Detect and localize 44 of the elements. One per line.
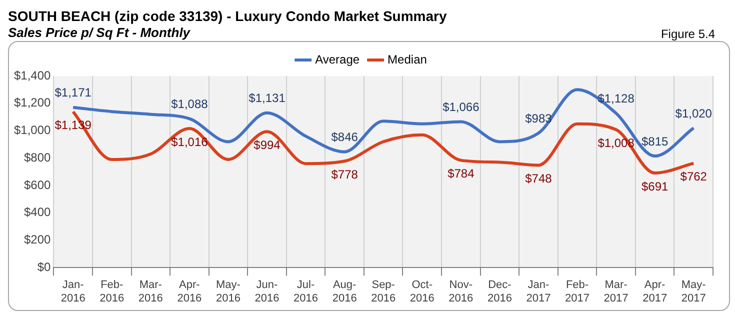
y-tick-label: $1,200 [14, 96, 52, 110]
data-label: $1,171 [54, 86, 92, 100]
y-tick-label: $400 [24, 205, 52, 220]
y-tick-label: $800 [24, 150, 52, 164]
x-tick-label: Sep-2016 [371, 279, 396, 304]
data-label: $1,066 [442, 100, 480, 114]
data-label: $1,088 [171, 97, 208, 112]
y-tick-label: $600 [24, 178, 52, 192]
x-tick-label: Aug-2016 [332, 279, 357, 304]
data-label: $846 [331, 130, 358, 144]
x-tick-label: Jan-2017 [526, 279, 551, 304]
legend-label: Median [388, 52, 427, 66]
legend-label: Average [315, 52, 360, 66]
x-tick-label: Mar-2017 [604, 279, 628, 304]
x-tick-label: Oct-2016 [410, 279, 434, 304]
y-tick-label: $0 [37, 260, 52, 274]
data-label: $1,016 [171, 134, 208, 149]
x-tick-label: Apr-2016 [177, 279, 202, 304]
x-tick-label: Nov-2016 [448, 279, 474, 304]
x-tick-label: Jul-2016 [294, 279, 318, 304]
x-tick-label: Jun-2016 [254, 279, 280, 304]
x-tick-label: Apr-2017 [642, 279, 668, 304]
y-tick-label: $1,400 [14, 68, 52, 82]
x-tick-label: May-2016 [216, 279, 241, 304]
data-label: $994 [254, 138, 281, 152]
x-tick-label: Feb-2016 [100, 279, 124, 304]
data-label: $762 [680, 170, 708, 184]
x-tick-label: Jan-2016 [60, 279, 86, 304]
x-tick-label: Dec-2016 [487, 279, 512, 304]
data-label: $784 [448, 166, 475, 181]
y-tick-label: $200 [24, 232, 52, 247]
data-label: $691 [641, 179, 668, 194]
x-tick-label: Mar-2016 [138, 279, 163, 304]
chart-subtitle: Sales Price p/ Sq Ft - Monthly [8, 25, 190, 41]
y-tick-label: $1,000 [14, 123, 52, 138]
data-label: $815 [641, 134, 668, 148]
x-tick-label: May-2017 [681, 279, 706, 304]
data-label: $1,020 [675, 106, 712, 120]
data-label: $1,131 [248, 91, 286, 106]
x-tick-label: Feb-2017 [565, 279, 590, 304]
caption: Figure 5.4 [660, 27, 715, 41]
chart-title: SOUTH BEACH (zip code 33139) - Luxury Condo Market Summary [8, 8, 448, 25]
data-label: $778 [331, 167, 358, 182]
data-label: $748 [525, 172, 552, 186]
